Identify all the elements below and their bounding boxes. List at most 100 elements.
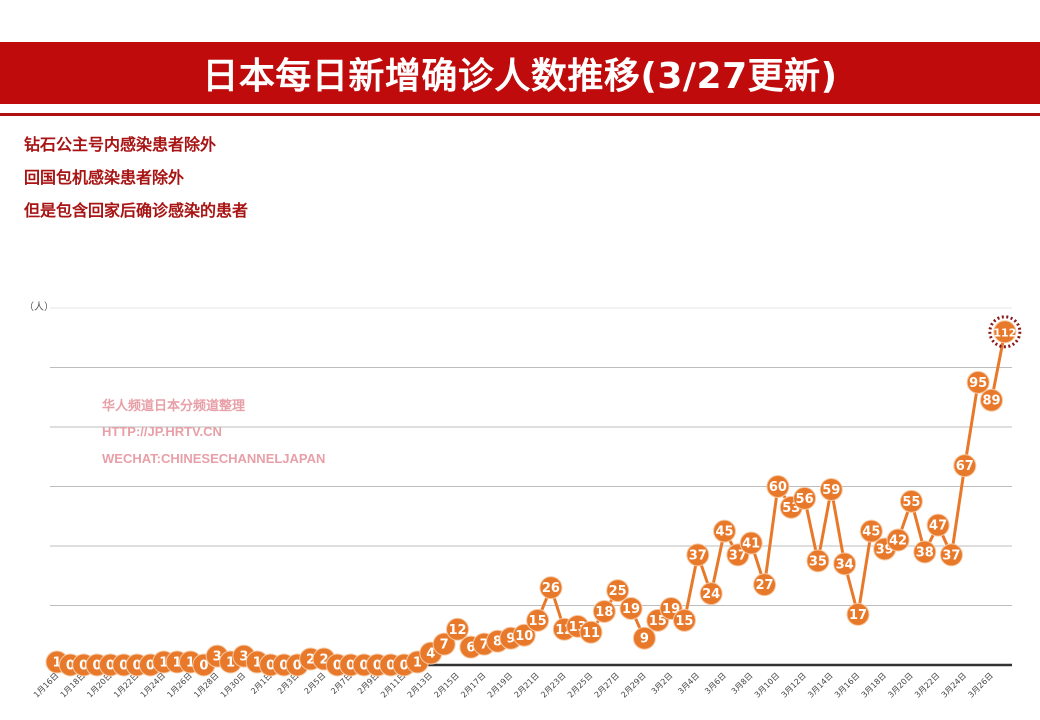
data-point: [846, 602, 870, 626]
data-label: 37: [689, 548, 707, 563]
x-tick-label: 2月25日: [566, 671, 594, 699]
data-label: 15: [649, 614, 667, 629]
data-label: 9: [506, 632, 515, 647]
data-label: 0: [400, 659, 409, 674]
data-point: [592, 599, 616, 623]
data-label: 89: [982, 394, 1000, 409]
x-tick-label: 3月18日: [860, 671, 888, 699]
data-label: 37: [729, 548, 747, 563]
data-label: 60: [769, 480, 787, 495]
data-label: 0: [293, 659, 302, 674]
data-label: 0: [333, 659, 342, 674]
x-tick-label: 1月30日: [219, 671, 247, 699]
data-label: 37: [942, 548, 960, 563]
data-point: [686, 543, 710, 567]
data-point: [980, 388, 1003, 412]
data-label: 6: [466, 641, 475, 656]
data-label: 7: [440, 638, 449, 653]
data-point: [739, 531, 763, 555]
data-point: [913, 540, 937, 564]
data-label: 25: [609, 584, 627, 599]
data-label: 112: [993, 326, 1016, 339]
data-point: [526, 608, 550, 632]
data-label: 0: [119, 659, 128, 674]
data-point: [713, 519, 736, 543]
x-tick-label: 3月20日: [886, 671, 914, 699]
data-label: 1: [253, 656, 262, 671]
data-point: [926, 513, 950, 537]
data-point: [512, 623, 536, 647]
x-tick-label: 2月21日: [513, 671, 541, 699]
data-label: 34: [836, 557, 854, 572]
data-label: 47: [929, 519, 947, 534]
x-tick-label: 2月5日: [303, 671, 328, 696]
data-label: 38: [916, 545, 934, 560]
data-label: 1: [159, 656, 168, 671]
x-tick-label: 3月4日: [676, 671, 701, 696]
data-point: [953, 454, 977, 478]
data-point: [606, 579, 630, 603]
data-point: [753, 573, 777, 597]
x-tick-label: 2月13日: [406, 671, 434, 699]
x-tick-label: 2月15日: [432, 671, 460, 699]
data-label: 0: [79, 659, 88, 674]
watermark-url: HTTP://JP.HRTV.CN: [102, 424, 222, 439]
data-label: 0: [386, 659, 395, 674]
data-label: 26: [542, 581, 560, 596]
x-tick-label: 1月16日: [32, 671, 60, 699]
data-label: 2: [319, 653, 328, 668]
data-label: 27: [756, 578, 774, 593]
page-title: 日本每日新增确诊人数推移(3/27更新): [202, 56, 838, 97]
data-point: [632, 626, 656, 650]
data-label: 0: [360, 659, 369, 674]
data-label: 2: [306, 653, 315, 668]
data-label: 45: [715, 525, 733, 540]
data-label: 0: [133, 659, 142, 674]
x-tick-label: 2月19日: [486, 671, 514, 699]
data-label: 0: [279, 659, 288, 674]
data-label: 59: [822, 483, 840, 498]
data-point: [939, 543, 963, 567]
x-tick-label: 3月26日: [966, 671, 994, 699]
data-label: 12: [448, 623, 466, 638]
data-label: 11: [582, 626, 600, 641]
data-point: [886, 528, 910, 552]
data-label: 0: [266, 659, 275, 674]
data-label: 7: [480, 638, 489, 653]
x-tick-label: 3月14日: [806, 671, 834, 699]
note-2: 回国包机感染患者除外: [24, 168, 185, 187]
watermark-org: 华人频道日本分频道整理: [102, 398, 245, 413]
data-label: 3: [239, 650, 248, 665]
data-label: 1: [173, 656, 182, 671]
data-point: [993, 320, 1017, 344]
data-label: 9: [640, 632, 649, 647]
data-label: 15: [675, 614, 693, 629]
data-label: 15: [529, 614, 547, 629]
data-point: [859, 519, 883, 543]
x-tick-label: 3月2日: [650, 671, 675, 696]
data-label: 17: [849, 608, 867, 623]
x-axis-labels: 1月16日1月18日1月20日1月22日1月24日1月26日1月28日1月30日…: [32, 671, 995, 699]
data-label: 3: [213, 650, 222, 665]
data-point: [539, 576, 563, 600]
x-tick-label: 2月17日: [459, 671, 487, 699]
data-label: 35: [809, 554, 827, 569]
x-tick-label: 2月27日: [593, 671, 621, 699]
data-label: 0: [146, 659, 155, 674]
watermark-wechat: WECHAT:CHINESECHANNELJAPAN: [102, 451, 325, 466]
data-label: 56: [796, 492, 814, 507]
data-point: [966, 370, 990, 394]
data-label: 0: [93, 659, 102, 674]
data-point: [432, 632, 456, 656]
highlight-ring: [988, 315, 1022, 349]
x-tick-label: 2月29日: [619, 671, 647, 699]
data-label: 1: [226, 656, 235, 671]
data-point: [619, 596, 643, 620]
x-tick-label: 3月12日: [780, 671, 808, 699]
data-label: 4: [426, 647, 435, 662]
x-tick-label: 1月26日: [165, 671, 193, 699]
data-label: 24: [702, 587, 720, 602]
data-label: 42: [889, 534, 907, 549]
data-label: 10: [515, 629, 533, 644]
data-label: 1: [186, 656, 195, 671]
